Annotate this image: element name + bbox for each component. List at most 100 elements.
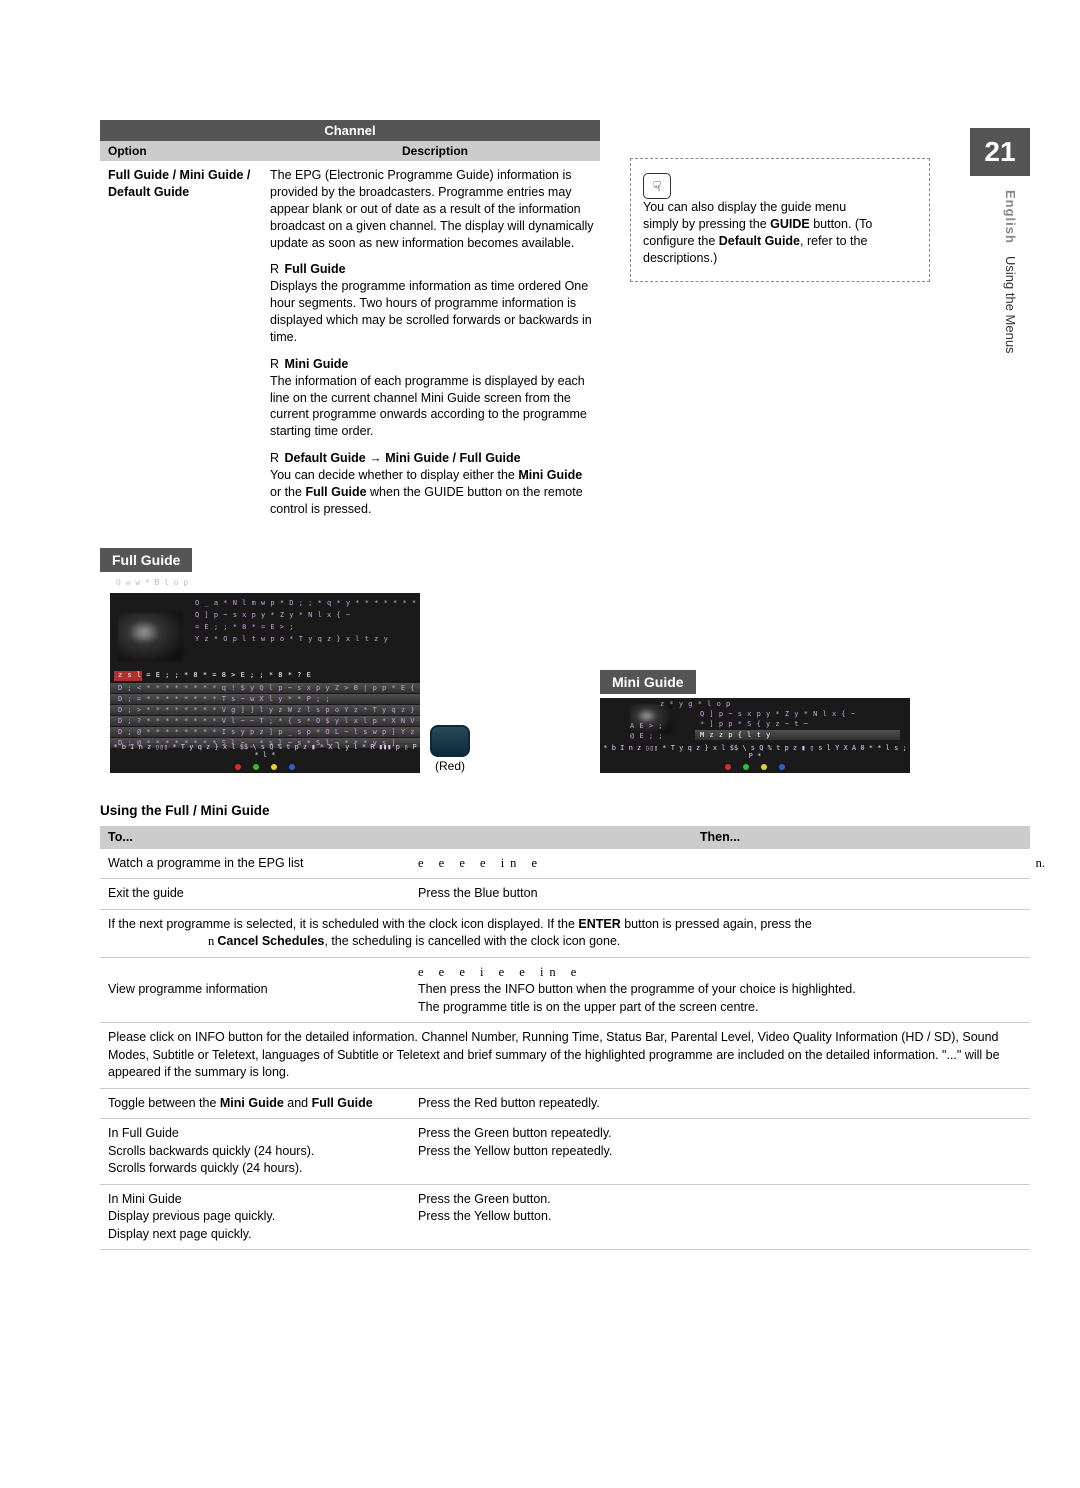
table-row: Exit the guide Press the Blue button — [100, 879, 1030, 910]
t: or the — [270, 485, 305, 499]
red-label: (Red) — [420, 759, 480, 773]
note-text: You can also display the guide menu simp… — [643, 199, 883, 267]
color-dots — [235, 764, 295, 770]
using-title: Using the Full / Mini Guide — [100, 803, 1030, 818]
table-row: In Mini Guide Display previous page quic… — [100, 1184, 1030, 1250]
table-row: Watch a programme in the EPG list e e e … — [100, 848, 1030, 879]
instruction-table: To... Then... Watch a programme in the E… — [100, 826, 1030, 1251]
g: * b I n z ▯▯▯ * T y q z } x l $$ \ s Q %… — [600, 744, 910, 760]
t: Mini Guide — [220, 1096, 284, 1110]
t: Then press the INFO button when the prog… — [418, 981, 1022, 999]
cell: e e e e in en. — [410, 848, 1030, 879]
cell: Exit the guide — [100, 879, 410, 910]
red-button-icon — [430, 725, 470, 757]
table-row: View programme information e e e i e e i… — [100, 957, 1030, 1023]
t: Mini Guide — [518, 468, 582, 482]
cell: Toggle between the Mini Guide and Full G… — [100, 1088, 410, 1119]
t: Press the Yellow button. — [418, 1208, 1022, 1226]
cell: In Mini Guide Display previous page quic… — [100, 1184, 410, 1250]
cell: If the next programme is selected, it is… — [100, 909, 1030, 957]
cell: View programme information — [100, 957, 410, 1023]
note-box: ☟ You can also display the guide menu si… — [630, 158, 930, 282]
t: In Mini Guide — [108, 1191, 402, 1209]
t: and — [284, 1096, 312, 1110]
th-then: Then... — [410, 826, 1030, 849]
g: Y z * O p l t w p o * T y q z } x l t z … — [195, 635, 388, 643]
channel-subheader: Option Description — [100, 141, 600, 161]
channel-row: Full Guide / Mini Guide / Default Guide … — [100, 161, 600, 524]
channel-table: Channel Option Description Full Guide / … — [100, 120, 600, 524]
mini-guide-body: The information of each programme is dis… — [270, 373, 594, 441]
cell: In Full Guide Scrolls backwards quickly … — [100, 1119, 410, 1185]
t: The programme title is on the upper part… — [418, 999, 1022, 1017]
th-to: To... — [100, 826, 410, 849]
t: Press the Green button repeatedly. — [418, 1125, 1022, 1143]
g: O _ a * N l m w p * D ; ; * q * y * * * … — [195, 599, 420, 607]
default-guide-body: You can decide whether to display either… — [270, 467, 594, 518]
full-guide-screenshot: O _ a * N l m w p * D ; ; * q * y * * * … — [110, 593, 420, 773]
t: Full Guide — [305, 485, 366, 499]
g: = E ; ; * 8 * = E > ; — [195, 623, 294, 631]
t: Full Guide — [312, 1096, 373, 1110]
mini-guide-bar: Mini Guide — [600, 670, 696, 694]
t: In Full Guide — [108, 1125, 402, 1143]
default-guide-title: Default Guide → Mini Guide / Full Guide — [270, 450, 594, 467]
t: Display previous page quickly. — [108, 1208, 402, 1226]
g: D ; @ * * * * * * * * I s y p z ] p _ s … — [118, 728, 420, 736]
t: , the scheduling is cancelled with the c… — [324, 934, 620, 948]
page-number: 21 — [970, 128, 1030, 176]
table-row: In Full Guide Scrolls backwards quickly … — [100, 1119, 1030, 1185]
g: D ; < * * * * * * * * q ! $ y Q l p ~ s … — [118, 684, 420, 692]
cell: e e e i e e in e Then press the INFO but… — [410, 957, 1030, 1023]
g: Q ] p ~ s x p y * Z y * N l x { ~ — [195, 611, 351, 619]
full-guide-block: O w w * B l o p O _ a * N l m w p * D ; … — [100, 572, 420, 773]
t: Press the Yellow button repeatedly. — [418, 1143, 1022, 1161]
cancel-line: n Cancel Schedules, the scheduling is ca… — [108, 933, 1022, 951]
garble-above: O w w * B l o p — [116, 578, 420, 587]
option-label: Full Guide / Mini Guide / Default Guide — [100, 161, 270, 524]
full-guide-title: Full Guide — [270, 261, 594, 278]
thumb — [118, 613, 183, 661]
cell: Press the Green button repeatedly. Press… — [410, 1119, 1030, 1185]
t: n — [208, 934, 217, 948]
g: D ; > * * * * * * * * V g ] ] l y z W z … — [118, 706, 420, 714]
col-description: Description — [270, 141, 600, 161]
t: ENTER — [578, 917, 620, 931]
guides-row: O w w * B l o p O _ a * N l m w p * D ; … — [100, 572, 1030, 773]
g: z s l = E ; ; * 8 * = 8 > E ; ; * 8 * ? … — [118, 671, 311, 679]
mini-guide-screenshot: z * y g * l o p Q ] p ~ s x p y * Z y * … — [600, 698, 910, 773]
t: GUIDE — [770, 217, 810, 231]
full-guide-body: Displays the programme information as ti… — [270, 278, 594, 346]
cell: Press the Green button. Press the Yellow… — [410, 1184, 1030, 1250]
g: Q ] p ~ s x p y * Z y * N l x { ~ — [700, 710, 856, 718]
mini-guide-block: Mini Guide z * y g * l o p Q ] p ~ s x p… — [600, 670, 910, 773]
col-option: Option — [100, 141, 270, 161]
mini-guide-title: Mini Guide — [270, 356, 594, 373]
desc-intro: The EPG (Electronic Programme Guide) inf… — [270, 167, 594, 251]
full-guide-bar: Full Guide — [100, 548, 192, 572]
t: Toggle between the — [108, 1096, 220, 1110]
channel-header: Channel — [100, 120, 600, 141]
table-row: Toggle between the Mini Guide and Full G… — [100, 1088, 1030, 1119]
cell: Press the Blue button — [410, 879, 1030, 910]
t: You can decide whether to display either… — [270, 468, 518, 482]
red-button-block: (Red) — [420, 713, 480, 773]
t: Default Guide — [719, 234, 800, 248]
t: If the next programme is selected, it is… — [108, 917, 578, 931]
t: Display next page quickly. — [108, 1226, 402, 1244]
g: * b I n z ▯▯▯ * T y q z } x l $$ \ s Q %… — [110, 743, 420, 759]
t: Scrolls forwards quickly (24 hours). — [108, 1160, 402, 1178]
cell: Press the Red button repeatedly. — [410, 1088, 1030, 1119]
cell: Please click on INFO button for the deta… — [100, 1023, 1030, 1089]
side-section: Using the Menus — [1003, 256, 1018, 354]
table-row-full: Please click on INFO button for the deta… — [100, 1023, 1030, 1089]
t: button is pressed again, press the — [621, 917, 812, 931]
t: Scrolls backwards quickly (24 hours). — [108, 1143, 402, 1161]
cell: Watch a programme in the EPG list — [100, 848, 410, 879]
hand-icon: ☟ — [643, 173, 671, 199]
g: D ; ? * * * * * * * * V l ~ ~ T ; * { s … — [118, 717, 420, 725]
t: Cancel Schedules — [217, 934, 324, 948]
side-label: English Using the Menus — [1003, 190, 1018, 353]
t: e e e e in e — [418, 856, 543, 870]
table-row-full: If the next programme is selected, it is… — [100, 909, 1030, 957]
